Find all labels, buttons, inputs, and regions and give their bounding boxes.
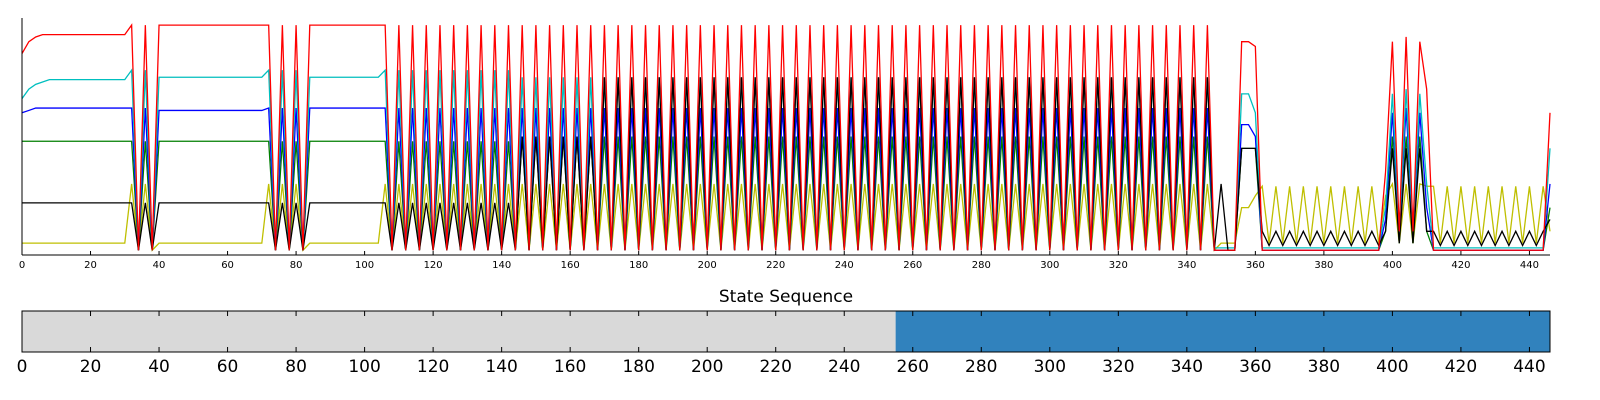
- data-line: [22, 77, 1551, 251]
- x-tick-label: 160: [561, 260, 580, 271]
- x-tick-label: 320: [1109, 260, 1128, 271]
- x-tick-label: 40: [153, 260, 166, 271]
- x-tick-label: 380: [1308, 357, 1340, 377]
- x-tick-label: 20: [80, 357, 102, 377]
- x-tick-label: 440: [1513, 357, 1545, 377]
- x-tick-label: 100: [348, 357, 380, 377]
- x-tick-label: 0: [17, 357, 28, 377]
- x-tick-label: 420: [1451, 260, 1470, 271]
- x-tick-label: 320: [1102, 357, 1134, 377]
- x-tick-label: 220: [759, 357, 791, 377]
- x-tick-label: 400: [1376, 357, 1408, 377]
- x-tick-label: 260: [903, 260, 922, 271]
- x-tick-label: 380: [1314, 260, 1333, 271]
- data-line: [21, 23, 1551, 251]
- x-tick-label: 140: [485, 357, 517, 377]
- x-tick-label: 60: [221, 260, 234, 271]
- x-tick-label: 300: [1034, 357, 1066, 377]
- x-tick-label: 200: [698, 260, 717, 271]
- x-tick-label: 360: [1239, 357, 1271, 377]
- x-tick-label: 240: [835, 260, 854, 271]
- x-tick-label: 280: [972, 260, 991, 271]
- x-tick-label: 200: [691, 357, 723, 377]
- chart-title: State Sequence: [719, 287, 853, 307]
- x-tick-label: 300: [1040, 260, 1059, 271]
- x-tick-label: 80: [285, 357, 307, 377]
- x-tick-label: 340: [1177, 260, 1196, 271]
- x-tick-label: 220: [766, 260, 785, 271]
- x-tick-label: 120: [424, 260, 443, 271]
- x-tick-label: 260: [897, 357, 929, 377]
- x-tick-label: 40: [148, 357, 170, 377]
- state-segment: [895, 311, 1550, 352]
- frame: [21, 310, 1551, 353]
- x-tick-label: 240: [828, 357, 860, 377]
- x-tick-label: 100: [355, 260, 374, 271]
- x-tick-label: 400: [1383, 260, 1402, 271]
- x-tick-label: 340: [1171, 357, 1203, 377]
- x-tick-label: 180: [622, 357, 654, 377]
- x-tick-label: 180: [629, 260, 648, 271]
- x-tick-label: 140: [492, 260, 511, 271]
- x-tick-label: 80: [290, 260, 303, 271]
- x-tick-label: 60: [217, 357, 239, 377]
- x-tick-label: 280: [965, 357, 997, 377]
- x-tick-label: 160: [554, 357, 586, 377]
- x-tick-label: 420: [1445, 357, 1477, 377]
- x-tick-label: 0: [19, 260, 25, 271]
- x-tick-label: 360: [1246, 260, 1265, 271]
- x-tick-label: 20: [84, 260, 97, 271]
- x-tick-label: 120: [417, 357, 449, 377]
- x-tick-label: 440: [1520, 260, 1539, 271]
- state-segment: [22, 311, 896, 352]
